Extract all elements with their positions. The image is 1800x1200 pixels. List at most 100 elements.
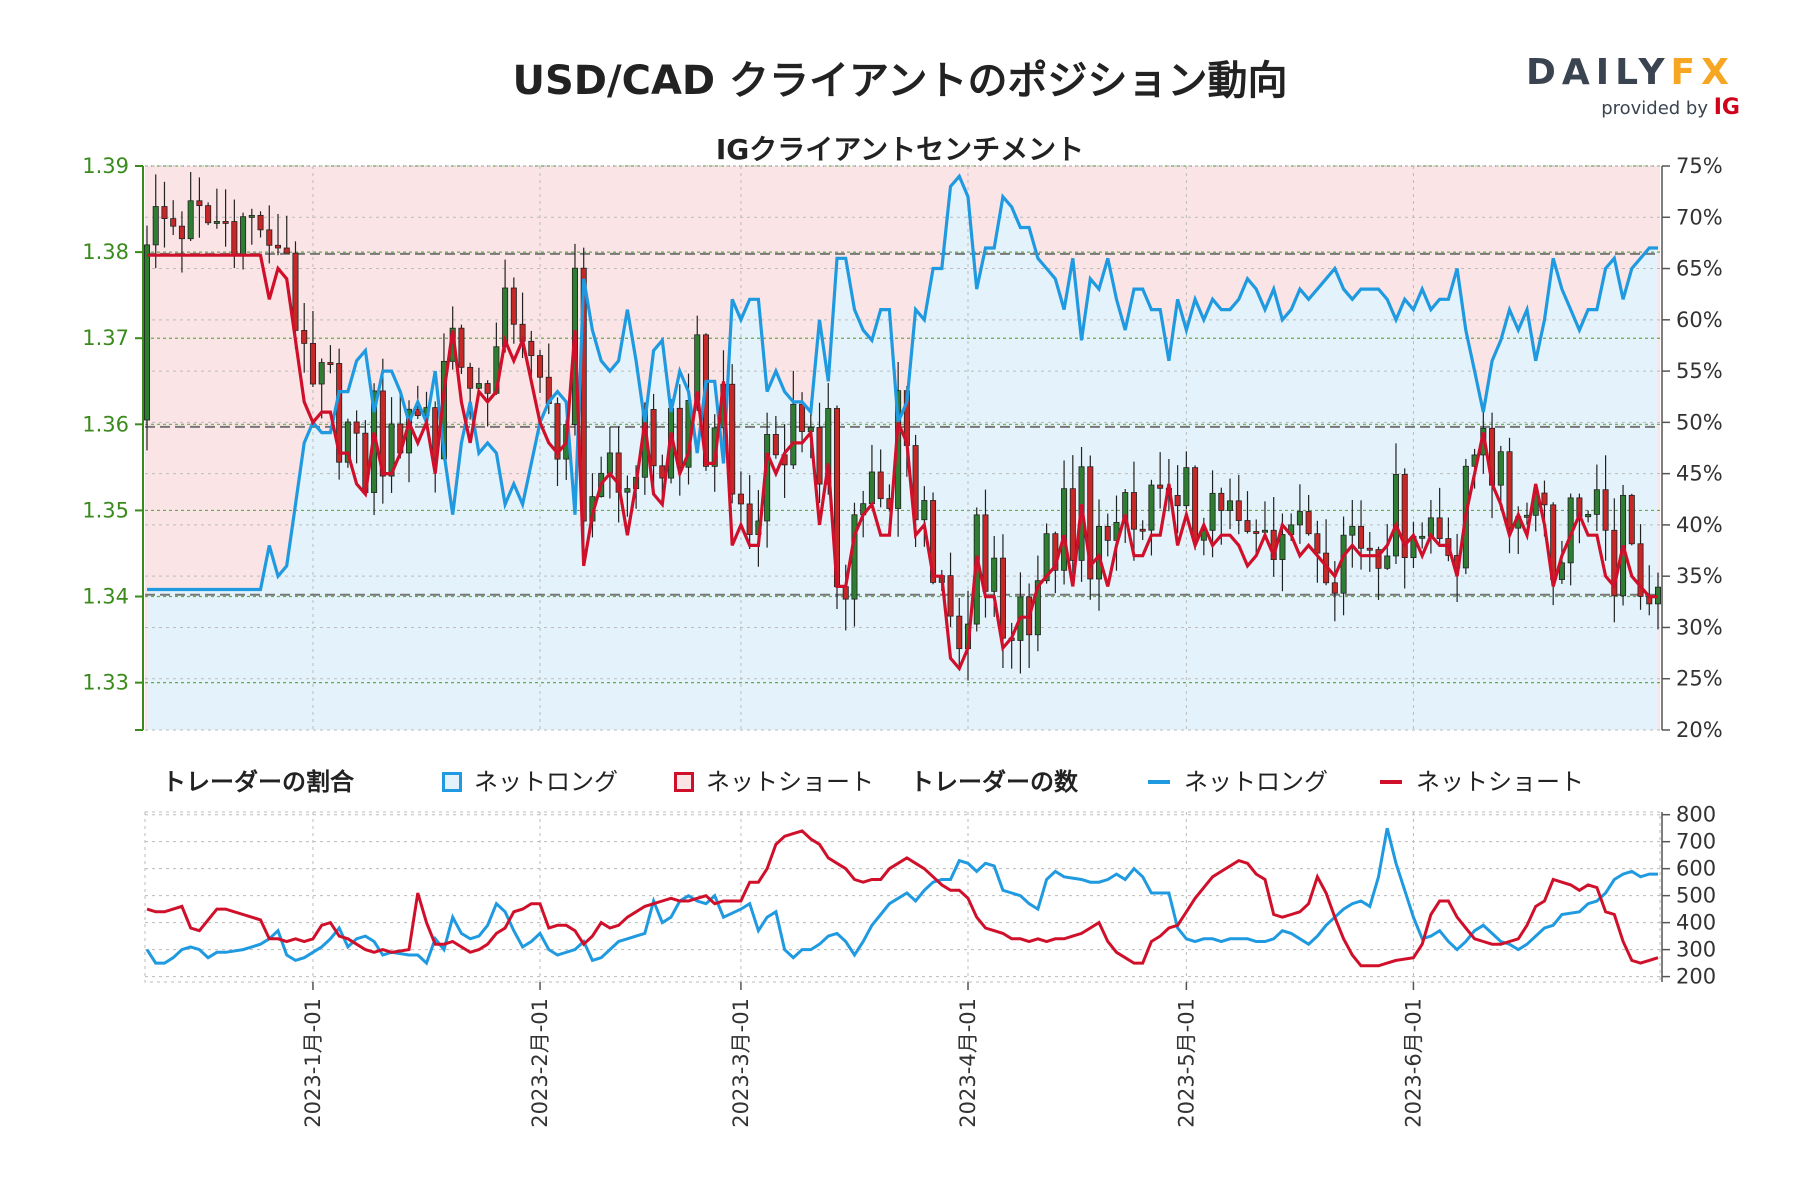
candle-body [309,342,316,385]
candle-body [729,383,736,495]
left-tick-label: 1.36 [82,412,129,436]
candle-body [1096,525,1103,580]
candle-body [1148,484,1155,531]
candle-body [1174,495,1181,507]
candle-body [1235,500,1242,521]
candle-body [1366,547,1373,551]
candle-body [458,327,465,368]
candle-body [240,216,247,257]
candle-body [606,452,613,474]
left-tick-label: 1.35 [82,498,129,522]
candle-body [1043,533,1050,582]
count-panel: 200 300 400 500 600 700 800 [144,803,1716,989]
candle-body [580,267,587,522]
x-tick-label: 2023-5月-01 [1174,998,1198,1128]
ig-brand: IG [1713,95,1740,120]
logo-wordmark: DAILYFX [1526,52,1746,93]
count-tick-label: 300 [1676,938,1716,962]
candle-body [921,500,928,521]
candle-body [737,493,744,505]
candle-body [1218,492,1225,511]
candle-body [537,355,544,378]
count-tick-label: 800 [1676,803,1716,827]
candle-body [1375,549,1382,569]
candle-body [1279,534,1286,560]
candle-body [1349,525,1356,536]
candle-body [790,403,797,466]
left-tick-label: 1.34 [82,585,129,609]
candle-body [266,229,273,246]
right-tick-label: 45% [1676,462,1723,486]
legend-ratio-long-label: ネットロング [474,768,618,796]
candle-body [283,247,290,254]
candle-body [1331,582,1338,594]
candle-body [344,421,351,463]
candle-body [1340,534,1347,594]
logo-provided-by: provided by IG [1526,95,1746,120]
candle-body [1244,520,1251,532]
axes-top: 1.33 1.34 1.35 1.36 1.37 1.38 1.39 20% 25% 30% 35%… [82,154,1722,742]
candle-body [213,221,220,224]
candle-body [1069,488,1076,561]
candle-body [301,330,308,344]
candle-body [1401,474,1408,559]
candle-body [414,408,421,417]
long-count-line [145,827,1658,966]
candle-body [991,557,998,592]
count-tick-label: 600 [1676,857,1716,881]
candle-body [947,575,954,617]
candle-body [161,206,168,220]
candle-body [1296,511,1303,526]
left-tick-label: 1.38 [82,240,129,264]
candle-body [528,340,535,356]
candle-body [170,218,177,227]
candle-body [1585,513,1592,518]
legend-count-long: ネットロング [1148,762,1328,797]
right-tick-label: 40% [1676,513,1723,537]
legend-ratio-title: トレーダーの割合 [162,768,354,796]
candle-body [1436,517,1443,539]
candle-body [1034,580,1041,636]
net-short-percent-line [147,253,1658,672]
legend-count-short-label: ネットショート [1416,768,1584,796]
candle-body [222,221,229,224]
candle-body [484,383,491,394]
legend-count-long-label: ネットロング [1184,768,1328,796]
candle-body [510,287,517,325]
candle-body [1506,451,1513,529]
right-tick-label: 70% [1676,205,1723,229]
logo-sub-text: provided by [1601,98,1709,119]
candle-body [1314,533,1321,554]
candle-body [1227,500,1234,511]
legend-count-short: ネットショート [1380,762,1584,797]
candle-body [353,421,360,434]
candle-body [1104,525,1111,541]
count-tick-label: 200 [1676,965,1716,989]
chart-title: USD/CAD クライアントのポジション動向 [512,58,1288,104]
candle-body [554,403,561,460]
candle-body [746,503,753,535]
count-panel-frame [144,811,1661,983]
candle-body [187,200,194,240]
legend: トレーダーの割合 ネットロング ネットショート トレーダーの数 ネットロング ネ… [0,762,1800,797]
logo-wordmark-a: DAILY [1526,52,1671,93]
candle-body [1637,543,1644,597]
candle-body [205,205,212,224]
candle-body [1183,467,1190,507]
candle-body [1061,488,1068,571]
candle-body [318,362,325,385]
candle-body [1192,467,1199,541]
grid-lines [145,165,1660,982]
candle-body [1392,474,1399,557]
candle-body [196,200,203,207]
right-tick-label: 50% [1676,410,1723,434]
x-tick-label: 2023-1月-01 [301,998,325,1128]
candle-body [1130,492,1137,530]
candle-body [257,214,264,231]
legend-long-swatch-icon [442,772,462,792]
logo-wordmark-b: FX [1670,52,1735,93]
candle-body [475,383,482,389]
candle-body [816,427,823,485]
candle-body [1593,489,1600,515]
legend-ratio-long: ネットロング [442,762,618,797]
